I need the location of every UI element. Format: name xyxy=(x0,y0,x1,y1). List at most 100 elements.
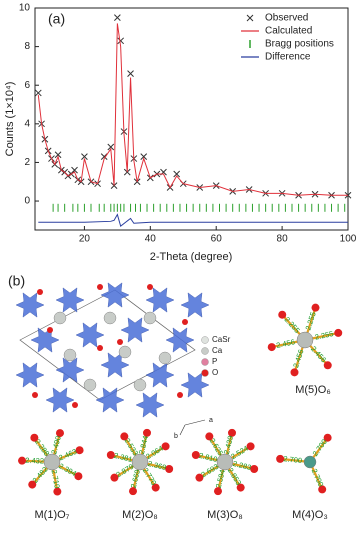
oxygen-ball xyxy=(28,480,37,489)
unit-cell xyxy=(19,289,196,401)
observed-point xyxy=(81,153,88,160)
legend-ball xyxy=(201,358,209,366)
x-tick-label: 60 xyxy=(211,234,223,245)
y-tick-label: 4 xyxy=(24,118,30,129)
bond-length: 2.700 xyxy=(283,454,303,465)
oxygen-ball xyxy=(165,465,174,474)
polyhedron-star xyxy=(55,287,85,313)
oxygen-ball xyxy=(250,465,259,474)
oxygen-ball xyxy=(278,310,287,319)
oxygen-ball xyxy=(195,473,204,482)
legend-label: Difference xyxy=(265,52,311,63)
oxygen-ball xyxy=(32,392,38,398)
oxygen-ball xyxy=(120,432,129,441)
oxygen-ball xyxy=(161,442,170,451)
polyhedron-star xyxy=(145,362,175,388)
oxygen-ball xyxy=(74,472,83,481)
oxygen-ball xyxy=(276,454,285,463)
x-tick-label: 40 xyxy=(145,234,157,245)
legend-ball xyxy=(201,336,209,344)
oxygen-ball xyxy=(311,303,320,312)
oxygen-ball xyxy=(318,485,327,494)
polyhedron-label: M(4)O₃ xyxy=(292,509,328,521)
bond-length: 2.381 xyxy=(113,451,133,464)
bond-length: 2.710 xyxy=(50,469,62,489)
cation-ball xyxy=(63,348,77,362)
difference-line xyxy=(38,213,348,227)
cation-ball xyxy=(103,311,117,325)
bond-length: 2.283 xyxy=(232,459,252,472)
oxygen-ball xyxy=(267,343,276,352)
y-axis-label: Counts (1×10⁴) xyxy=(4,82,16,157)
polyhedron-star xyxy=(95,387,125,413)
y-tick-label: 10 xyxy=(19,3,31,14)
oxygen-ball xyxy=(110,473,119,482)
oxygen-ball xyxy=(37,289,43,295)
metal-ball xyxy=(216,453,234,471)
crystal-structure xyxy=(15,282,210,418)
oxygen-ball xyxy=(72,402,78,408)
legend-ball xyxy=(201,369,209,377)
observed-point xyxy=(117,37,125,45)
oxygen-ball xyxy=(53,487,62,496)
oxygen-ball xyxy=(213,487,222,496)
oxygen-ball xyxy=(75,446,84,455)
oxygen-ball xyxy=(106,450,115,459)
polyhedron-star xyxy=(55,357,85,383)
bond-length: 2.255 xyxy=(303,311,317,332)
cation-ball xyxy=(53,311,67,325)
cation-ball xyxy=(143,311,157,325)
polyhedron-label: M(1)O₇ xyxy=(35,509,70,521)
observed-point xyxy=(100,153,108,160)
legend-label: Calculated xyxy=(265,26,312,37)
bond-length: 2.432 xyxy=(25,456,44,466)
calculated-line xyxy=(37,23,348,196)
oxygen-ball xyxy=(117,339,123,345)
observed-point xyxy=(140,153,148,160)
y-tick-label: 2 xyxy=(24,157,30,168)
observed-point xyxy=(173,170,181,178)
cation-ball xyxy=(83,378,97,392)
oxygen-ball xyxy=(128,487,137,496)
polyhedron-star xyxy=(75,322,105,348)
legend-label: CaSr xyxy=(212,335,231,344)
y-tick-label: 6 xyxy=(24,80,30,91)
bond-length: 2.810 xyxy=(198,451,218,464)
legend-ball xyxy=(201,347,209,355)
x-axis-label: 2-Theta (degree) xyxy=(150,251,233,263)
polyhedron-star xyxy=(15,292,45,318)
cation-ball xyxy=(158,351,172,365)
polyhedron-star xyxy=(145,287,175,313)
oxygen-ball xyxy=(323,361,332,370)
observed-point xyxy=(107,143,115,151)
polyhedron-label: M(5)O₆ xyxy=(295,384,331,396)
bond-length: 2.844 xyxy=(137,435,150,455)
y-tick-label: 0 xyxy=(24,196,30,207)
metal-ball xyxy=(296,331,314,349)
bond-length: 2.439 xyxy=(222,435,235,455)
legend-label: Bragg positions xyxy=(265,39,334,50)
oxygen-ball xyxy=(97,345,103,351)
polyhedron-star xyxy=(45,387,75,413)
polyhedron-star xyxy=(30,327,60,353)
legend-marker xyxy=(246,14,254,22)
oxygen-ball xyxy=(151,483,160,492)
polyhedron-label: M(2)O₈ xyxy=(122,509,158,521)
observed-point xyxy=(114,14,121,22)
oxygen-ball xyxy=(323,433,332,442)
bond-length: 2.463 xyxy=(57,447,78,463)
polyhedron-star xyxy=(135,392,165,418)
metal-ball xyxy=(131,453,149,471)
polyhedron-label: M(3)O₈ xyxy=(207,509,243,521)
oxygen-ball xyxy=(205,432,214,441)
legend-label: Ca xyxy=(212,346,223,355)
axis-arrow xyxy=(179,424,186,436)
x-tick-label: 100 xyxy=(340,234,356,245)
legend-label: P xyxy=(212,357,217,366)
bond-length: 2.700 xyxy=(310,467,326,488)
bond-length: 2.594 xyxy=(214,469,227,489)
oxygen-ball xyxy=(177,392,183,398)
polyhedron-star xyxy=(15,362,45,388)
cation-ball xyxy=(133,378,147,392)
